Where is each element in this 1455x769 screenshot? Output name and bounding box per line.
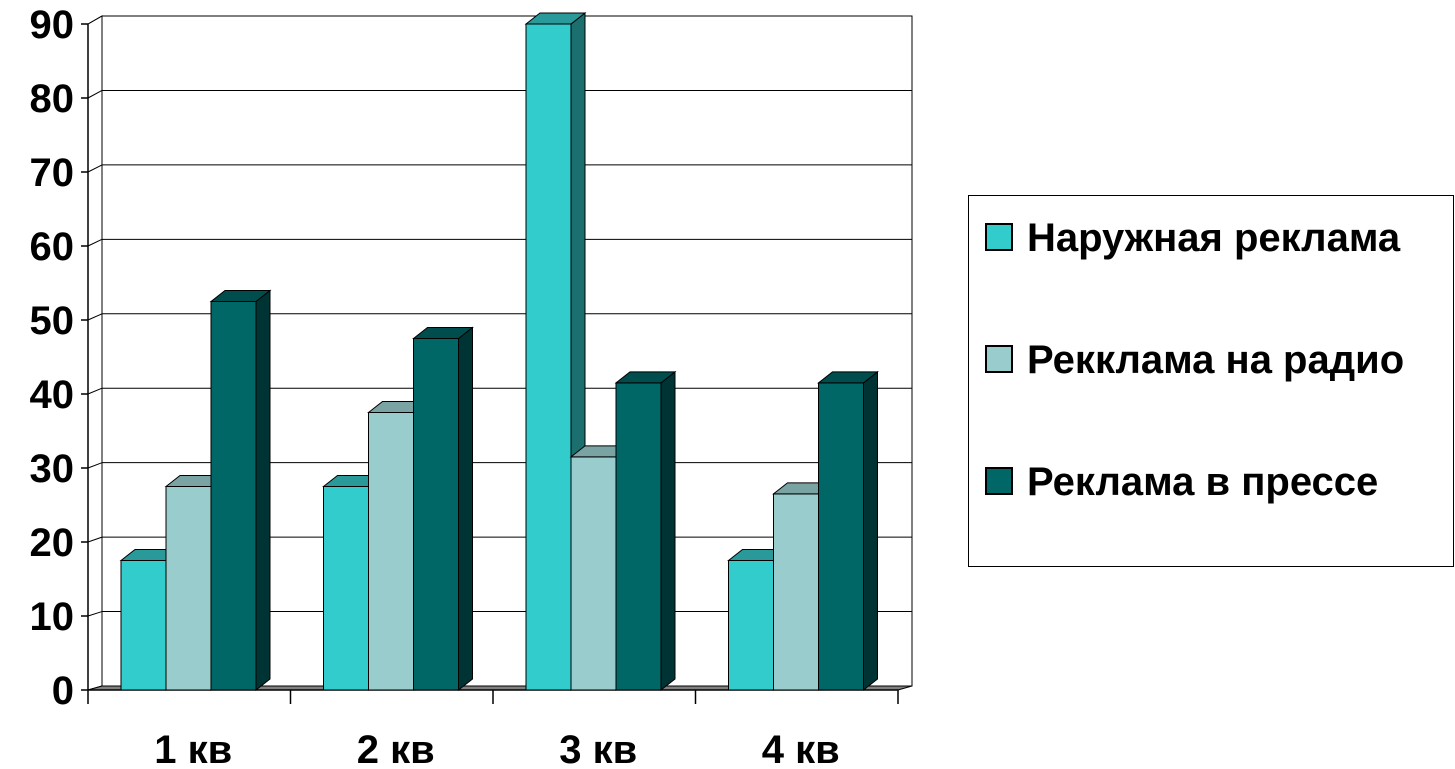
bar-front	[413, 338, 459, 691]
bar-front	[368, 412, 414, 691]
bar-top	[817, 371, 879, 384]
y-tick-label: 20	[30, 521, 75, 565]
y-tick-label: 70	[30, 151, 75, 195]
bar-front	[818, 382, 864, 691]
gridline-diagonal	[87, 15, 103, 25]
x-tick-label: 4 кв	[762, 728, 840, 769]
gridline-diagonal	[87, 536, 103, 543]
legend-item-outdoor: Наружная реклама	[985, 214, 1455, 262]
legend-swatch-press	[985, 467, 1013, 495]
legend: Наружная реклама Рекклама на радио Рекла…	[968, 195, 1454, 567]
bar-chart: 0 10 20 30 40 50 60 70 80 90 1 кв 2 кв 3 кв 4 кв	[30, 3, 913, 769]
bar	[412, 326, 474, 692]
legend-item-radio: Рекклама на радио	[985, 336, 1455, 384]
legend-label-radio: Рекклама на радио	[1027, 338, 1405, 382]
y-tick-label: 50	[30, 299, 75, 343]
bar-front	[323, 486, 369, 691]
legend-swatch-radio	[985, 345, 1013, 373]
side-wall	[87, 15, 103, 691]
legend-item-press: Реклама в прессе	[985, 458, 1455, 506]
bar-side	[458, 326, 473, 692]
x-tick-label: 3 кв	[559, 728, 637, 769]
bar-front	[773, 493, 819, 691]
bar	[817, 370, 879, 692]
bar-top	[209, 290, 272, 302]
y-tick-label: 40	[30, 373, 75, 417]
bar-top	[614, 371, 677, 384]
y-tick-label: 10	[30, 595, 75, 639]
legend-label-outdoor: Наружная реклама	[1027, 216, 1401, 260]
x-tick-labels: 1 кв 2 кв 3 кв 4 кв	[154, 728, 839, 769]
gridline-diagonal	[87, 90, 103, 99]
gridline-diagonal	[87, 313, 103, 321]
y-tick-label: 60	[30, 225, 75, 269]
gridline-diagonal	[87, 387, 103, 395]
y-tick-label: 30	[30, 447, 75, 491]
gridline-diagonal	[87, 611, 103, 617]
y-tick-label: 0	[52, 669, 74, 713]
bar-side	[660, 370, 676, 692]
x-tick-label: 1 кв	[154, 728, 232, 769]
bar-top	[412, 327, 474, 339]
gridline-diagonal	[87, 164, 103, 173]
bar-top	[524, 12, 587, 25]
bar	[209, 289, 272, 692]
bars	[119, 11, 879, 692]
bar-front	[525, 23, 572, 691]
bar-side	[255, 289, 271, 692]
bar-front	[120, 560, 167, 691]
bar-front	[728, 560, 774, 691]
gridline-diagonal	[87, 238, 103, 247]
legend-swatch-outdoor	[985, 223, 1013, 251]
x-tick-label: 2 кв	[357, 728, 435, 769]
y-tick-label: 90	[30, 3, 75, 47]
y-tick-label: 80	[30, 77, 75, 121]
bar-front	[210, 301, 257, 691]
bar-side	[863, 370, 878, 692]
bar-front	[615, 382, 662, 691]
bar-front	[570, 456, 617, 691]
legend-label-press: Реклама в прессе	[1027, 460, 1379, 504]
bar-front	[165, 486, 212, 691]
y-tick-labels: 0 10 20 30 40 50 60 70 80 90	[30, 3, 75, 713]
gridline-diagonal	[87, 462, 103, 469]
bar	[614, 370, 677, 692]
